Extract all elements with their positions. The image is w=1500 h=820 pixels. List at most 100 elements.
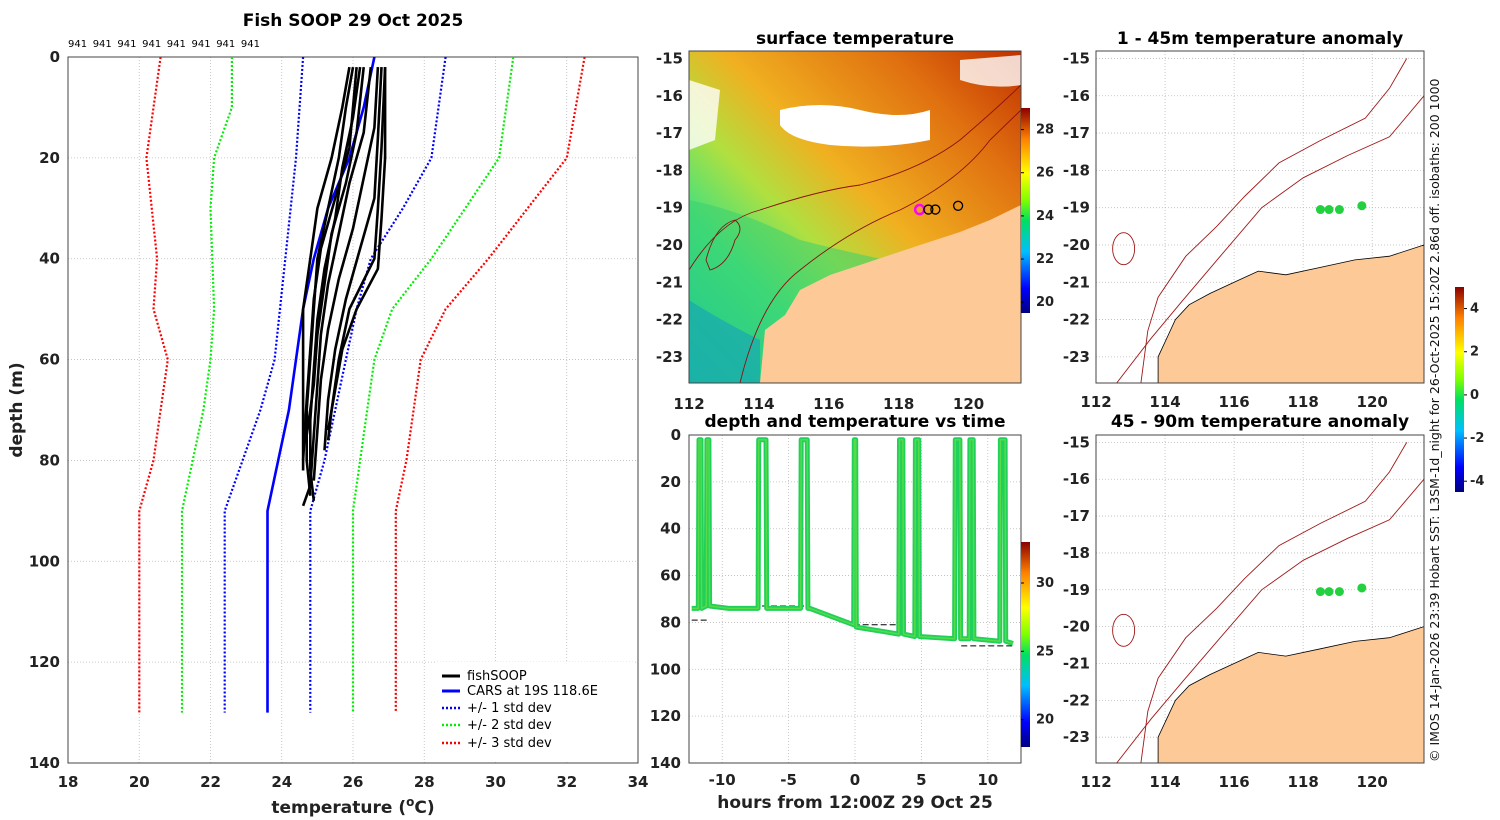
anomaly-point: [1315, 205, 1325, 215]
profile-id-label: 941: [142, 39, 161, 50]
anomaly-y-tick-label: -20: [1063, 236, 1090, 254]
time-y-tick-label: 60: [660, 567, 681, 585]
x-tick-label: 30: [485, 773, 506, 791]
anomaly-point: [1334, 205, 1344, 215]
time-y-tick-label: 40: [660, 520, 681, 538]
isobath-island-contour: [1112, 232, 1136, 266]
anomaly-point: [1324, 205, 1334, 215]
time-colorbar-label: 25: [1036, 644, 1054, 659]
x-tick-label: 18: [58, 773, 79, 791]
anomaly-shallow-title: 1 - 45m temperature anomaly: [1117, 29, 1403, 49]
profile-plot-frame: [67, 56, 639, 764]
std-dev-line: [309, 57, 447, 713]
profile-id-labels: 941 941 941 941 941 941 941 941: [68, 39, 260, 50]
anomaly-y-tick-label: -18: [1063, 161, 1090, 179]
sst-x-tick-label: 120: [953, 395, 984, 413]
anomaly-y-tick-label: -19: [1063, 581, 1090, 599]
anomaly-x-tick-label: 116: [1218, 773, 1249, 791]
x-tick-label: 34: [628, 773, 649, 791]
anomaly-x-tick-label: 112: [1080, 393, 1111, 411]
anomaly-x-tick-label: 120: [1357, 393, 1388, 411]
fishsoop-profile-line: [312, 67, 380, 481]
anomaly-point: [1315, 587, 1325, 597]
sst-y-tick-label: -16: [656, 87, 683, 105]
y-tick-label: 40: [39, 250, 60, 268]
profile-ylabel: depth (m): [7, 362, 27, 457]
x-tick-label: 32: [556, 773, 577, 791]
sst-x-tick-label: 114: [743, 395, 774, 413]
legend-fishsoop: fishSOOP: [467, 669, 527, 684]
anomaly-deep-title: 45 - 90m temperature anomaly: [1111, 412, 1409, 432]
x-tick-label: 22: [200, 773, 221, 791]
depth-time-colorbar: [1021, 542, 1030, 747]
y-tick-label: 140: [29, 754, 60, 772]
cloud-mask: [780, 105, 930, 147]
sst-y-tick-label: -15: [656, 49, 683, 67]
y-tick-label: 60: [39, 351, 60, 369]
sst-colorbar-label: 22: [1036, 252, 1054, 267]
anomaly-y-tick-label: -16: [1063, 87, 1090, 105]
y-tick-label: 20: [39, 149, 60, 167]
time-colorbar-label: 30: [1036, 576, 1054, 591]
y-tick-label: 120: [29, 653, 60, 671]
profile-id-label: 941: [241, 39, 260, 50]
legend-1std: +/- 1 std dev: [467, 701, 552, 716]
xlabel-sup: o: [406, 795, 414, 809]
anomaly-point: [1334, 587, 1344, 597]
anomaly-x-tick-label: 118: [1288, 393, 1319, 411]
fishsoop-profile-line: [301, 66, 351, 471]
depth-time-title: depth and temperature vs time: [705, 412, 1006, 432]
y-tick-label: 100: [29, 552, 60, 570]
legend-3std: +/- 3 std dev: [467, 736, 552, 751]
x-tick-label: 20: [129, 773, 150, 791]
anomaly-y-tick-label: -22: [1063, 691, 1090, 709]
legend-2std: +/- 2 std dev: [467, 718, 552, 733]
profile-xlabel: temperature (oC): [271, 795, 434, 818]
side-caption: © IMOS 14-Jan-2026 23:39 Hobart SST: L3S…: [1427, 78, 1442, 762]
sst-profile-marker: [930, 204, 941, 215]
sst-y-tick-label: -22: [656, 311, 683, 329]
anomaly-colorbar-label: 2: [1470, 345, 1479, 360]
sst-x-tick-label: 116: [813, 395, 844, 413]
anomaly-deep-frame: [1095, 434, 1425, 764]
anomaly-x-tick-label: 116: [1218, 393, 1249, 411]
anomaly-y-tick-label: -21: [1063, 273, 1090, 291]
depth-trace-highlight: [691, 438, 1014, 645]
sst-x-tick-label: 118: [883, 395, 914, 413]
anomaly-colorbar-label: -2: [1470, 431, 1484, 446]
isobath-200: [1140, 442, 1408, 763]
sst-isobath-200: [689, 84, 1021, 271]
anomaly-y-tick-label: -22: [1063, 311, 1090, 329]
anomaly-y-tick-label: -17: [1063, 507, 1090, 525]
fishsoop-profile-line: [323, 67, 383, 451]
anomaly-shallow-panel: 1 - 45m temperature anomaly 112 114 116 118…: [1063, 29, 1425, 411]
map-land: [1157, 626, 1424, 763]
xlabel-main: temperature (: [271, 798, 406, 818]
anomaly-shallow-frame: [1095, 50, 1425, 384]
time-x-tick-label: 0: [850, 771, 860, 789]
fishsoop-profile-line: [305, 66, 365, 436]
sst-y-tick-label: -17: [656, 124, 683, 142]
sst-y-tick-label: -23: [656, 348, 683, 366]
anomaly-y-tick-label: -17: [1063, 124, 1090, 142]
sst-colorbar-label: 26: [1036, 166, 1054, 181]
anomaly-x-tick-label: 114: [1149, 393, 1180, 411]
anomaly-y-tick-label: -15: [1063, 49, 1090, 67]
sst-y-tick-label: -21: [656, 273, 683, 291]
std-dev-line: [394, 57, 586, 713]
anomaly-y-tick-label: -21: [1063, 654, 1090, 672]
std-dev-line: [351, 57, 515, 713]
anomaly-colorbar: [1455, 287, 1464, 492]
legend-cars: CARS at 19S 118.6E: [467, 684, 598, 699]
anomaly-y-tick-label: -18: [1063, 544, 1090, 562]
y-tick-label: 80: [39, 451, 60, 469]
sst-y-tick-label: -20: [656, 236, 683, 254]
anomaly-y-tick-label: -20: [1063, 618, 1090, 636]
time-x-tick-label: 10: [977, 771, 998, 789]
sst-profile-marker: [952, 200, 964, 211]
isobath-island-contour: [1112, 613, 1136, 647]
fishsoop-profile-line: [308, 66, 362, 501]
profile-id-label: 941: [216, 39, 235, 50]
x-tick-label: 28: [414, 773, 435, 791]
fishsoop-profile-line: [326, 67, 387, 431]
